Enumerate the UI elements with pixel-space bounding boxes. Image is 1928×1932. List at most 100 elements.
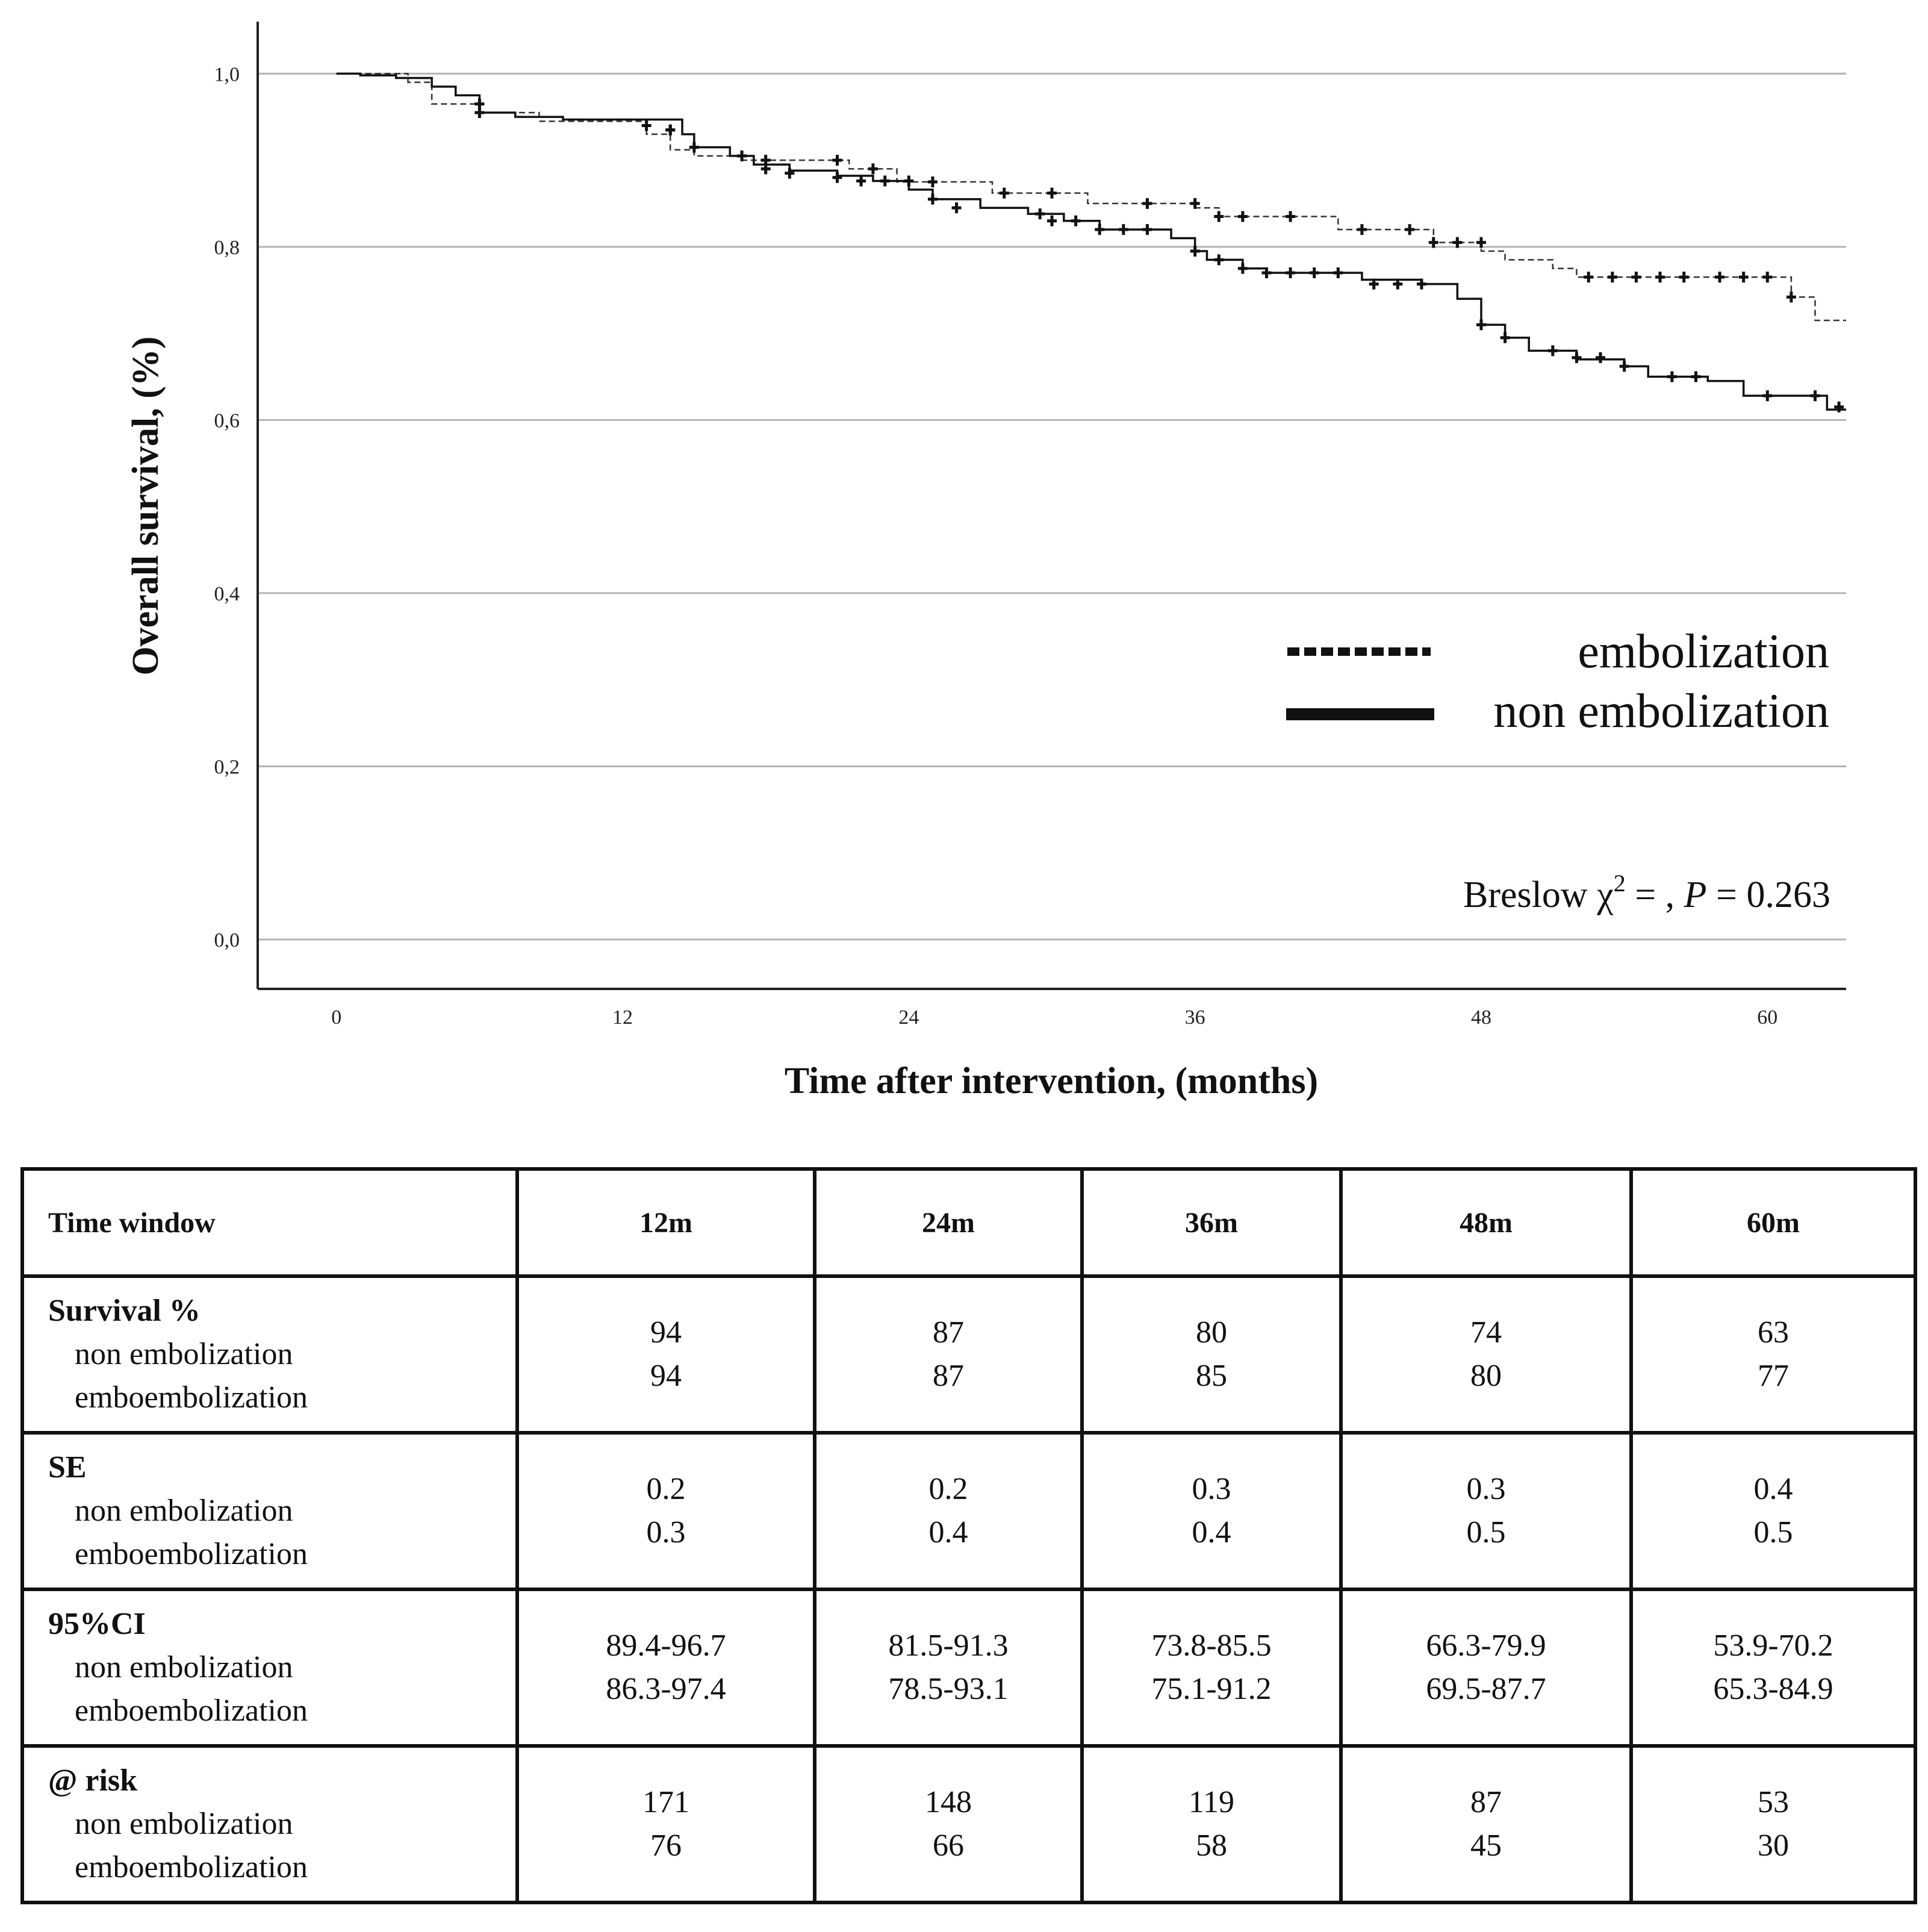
- censor-mark: [1786, 291, 1796, 303]
- cell-value: 87: [1470, 1785, 1502, 1819]
- legend-label-embolization: embolization: [1578, 625, 1829, 678]
- censor-mark: [1261, 267, 1272, 278]
- censor-mark: [999, 187, 1009, 199]
- censor-mark: [1596, 352, 1606, 363]
- table-cell: 63 77: [1629, 1274, 1917, 1435]
- table-cell: 73.8-85.5 75.1-91.2: [1080, 1588, 1343, 1748]
- cell-value: 119: [1188, 1785, 1235, 1819]
- censor-mark: [1142, 224, 1152, 235]
- cell-value: 0.5: [1466, 1515, 1506, 1550]
- censor-mark: [904, 175, 914, 187]
- axes: [257, 22, 1846, 990]
- series-non-embolization-line: [336, 72, 1846, 411]
- y-tick-label: 0,2: [214, 756, 240, 778]
- censor-mark: [951, 202, 962, 214]
- table-cell: 119 58: [1080, 1744, 1343, 1904]
- table-cell: 0.3 0.4: [1080, 1431, 1343, 1591]
- survival-table: Time window 12m 24m 36m 48m 60m Survival…: [20, 1167, 1917, 1904]
- table-cell: 0.2 0.4: [813, 1431, 1084, 1591]
- censor-mark: [1142, 198, 1152, 209]
- row-sub-label: non embolization: [75, 1807, 293, 1841]
- table-cell: 66.3-79.9 69.5-87.7: [1339, 1588, 1633, 1748]
- censor-mark: [1071, 215, 1081, 226]
- cell-value: 77: [1758, 1359, 1789, 1393]
- cell-value: 63: [1758, 1315, 1789, 1350]
- row-sub-label: emboembolization: [75, 1850, 308, 1884]
- km-chart-svg: 0,0 0,2 0,4 0,6 0,8 1,0 0 12 24 36 48 60 Overall s…: [125, 22, 1846, 1102]
- x-tick-label: 60: [1757, 1006, 1777, 1029]
- cell-value: 0.3: [1192, 1472, 1231, 1506]
- table-cell: 171 76: [515, 1744, 816, 1904]
- breslow-annotation: Breslow χ2 = , P = 0.263: [1463, 870, 1830, 915]
- row-sub-label: emboembolization: [75, 1694, 308, 1728]
- table-cell: 0.3 0.5: [1339, 1431, 1633, 1591]
- breslow-p-label: P: [1684, 874, 1707, 915]
- censor-mark: [1667, 371, 1677, 382]
- censor-mark: [1715, 272, 1725, 283]
- cell-value: 80: [1470, 1359, 1502, 1393]
- row-label-main: SE: [48, 1450, 87, 1485]
- censor-mark: [1607, 272, 1617, 283]
- censor-mark: [868, 163, 878, 175]
- censor-mark: [1190, 246, 1200, 257]
- table-cell: 74 80: [1339, 1274, 1633, 1435]
- censor-mark: [1357, 224, 1367, 235]
- survival-table-wrapper: Time window 12m 24m 36m 48m 60m Survival…: [20, 1167, 1917, 1904]
- table-cell: 87 45: [1339, 1744, 1633, 1904]
- censor-mark: [1237, 263, 1248, 274]
- cell-value: 87: [933, 1359, 964, 1393]
- y-tick-label: 1,0: [214, 63, 240, 86]
- row-label: SE non embolization emboembolization: [20, 1431, 519, 1591]
- x-tick-label: 36: [1185, 1006, 1205, 1029]
- censor-mark: [1047, 187, 1057, 199]
- cell-value: 0.4: [1753, 1472, 1793, 1506]
- table-row: Survival % non embolization emboembolizati…: [20, 1274, 1917, 1435]
- censor-mark: [1655, 272, 1665, 283]
- cell-value: 65.3-84.9: [1713, 1672, 1833, 1706]
- censor-mark: [1452, 237, 1463, 248]
- censor-mark: [1035, 208, 1045, 220]
- cell-value: 74: [1470, 1315, 1502, 1350]
- cell-value: 86.3-97.4: [606, 1672, 726, 1706]
- censor-mark: [832, 172, 842, 183]
- y-tick-label: 0,4: [214, 583, 240, 605]
- censor-mark: [1118, 224, 1128, 235]
- censor-mark: [1405, 224, 1415, 235]
- y-tick-label: 0,6: [214, 410, 240, 432]
- breslow-p-value: = 0.263: [1707, 874, 1830, 915]
- row-label-main: Survival %: [48, 1294, 201, 1328]
- censor-mark: [1762, 390, 1773, 402]
- row-label-main: 95%CI: [48, 1607, 146, 1641]
- censor-mark: [832, 155, 842, 166]
- censor-mark: [1333, 267, 1343, 278]
- table-cell: 53.9-70.2 65.3-84.9: [1629, 1588, 1917, 1748]
- x-tick-labels: 0 12 24 36 48 60: [331, 1006, 1777, 1029]
- header-12m: 12m: [515, 1167, 816, 1278]
- censor-mark: [1095, 224, 1105, 235]
- series-embolization-line: [336, 73, 1846, 322]
- censor-mark: [1369, 278, 1379, 290]
- y-axis-title: Overall survival, (%): [125, 336, 166, 675]
- censor-mark: [785, 167, 795, 179]
- breslow-prefix: Breslow χ: [1463, 874, 1614, 915]
- table-cell: 87 87: [813, 1274, 1084, 1435]
- censor-mark: [641, 120, 651, 131]
- row-sub-label: emboembolization: [75, 1537, 308, 1571]
- censor-mark: [665, 124, 676, 136]
- censor-mark: [1572, 352, 1582, 363]
- gridlines: [258, 72, 1846, 941]
- row-label: @ risk non embolization emboembolization: [20, 1744, 519, 1904]
- cell-value: 0.3: [646, 1515, 686, 1550]
- y-tick-label: 0,0: [214, 929, 240, 952]
- censor-mark: [1584, 272, 1594, 283]
- censor-mark: [760, 163, 771, 175]
- legend-label-non-embolization: non embolization: [1493, 685, 1829, 738]
- censor-mark: [1619, 361, 1629, 372]
- cell-value: 81.5-91.3: [888, 1628, 1009, 1663]
- breslow-sup: 2: [1614, 870, 1626, 897]
- table-cell: 0.2 0.3: [515, 1431, 816, 1591]
- censor-mark: [1476, 319, 1486, 331]
- cell-value: 76: [650, 1828, 682, 1863]
- censor-mark: [1286, 211, 1296, 222]
- censor-mark: [1416, 278, 1426, 290]
